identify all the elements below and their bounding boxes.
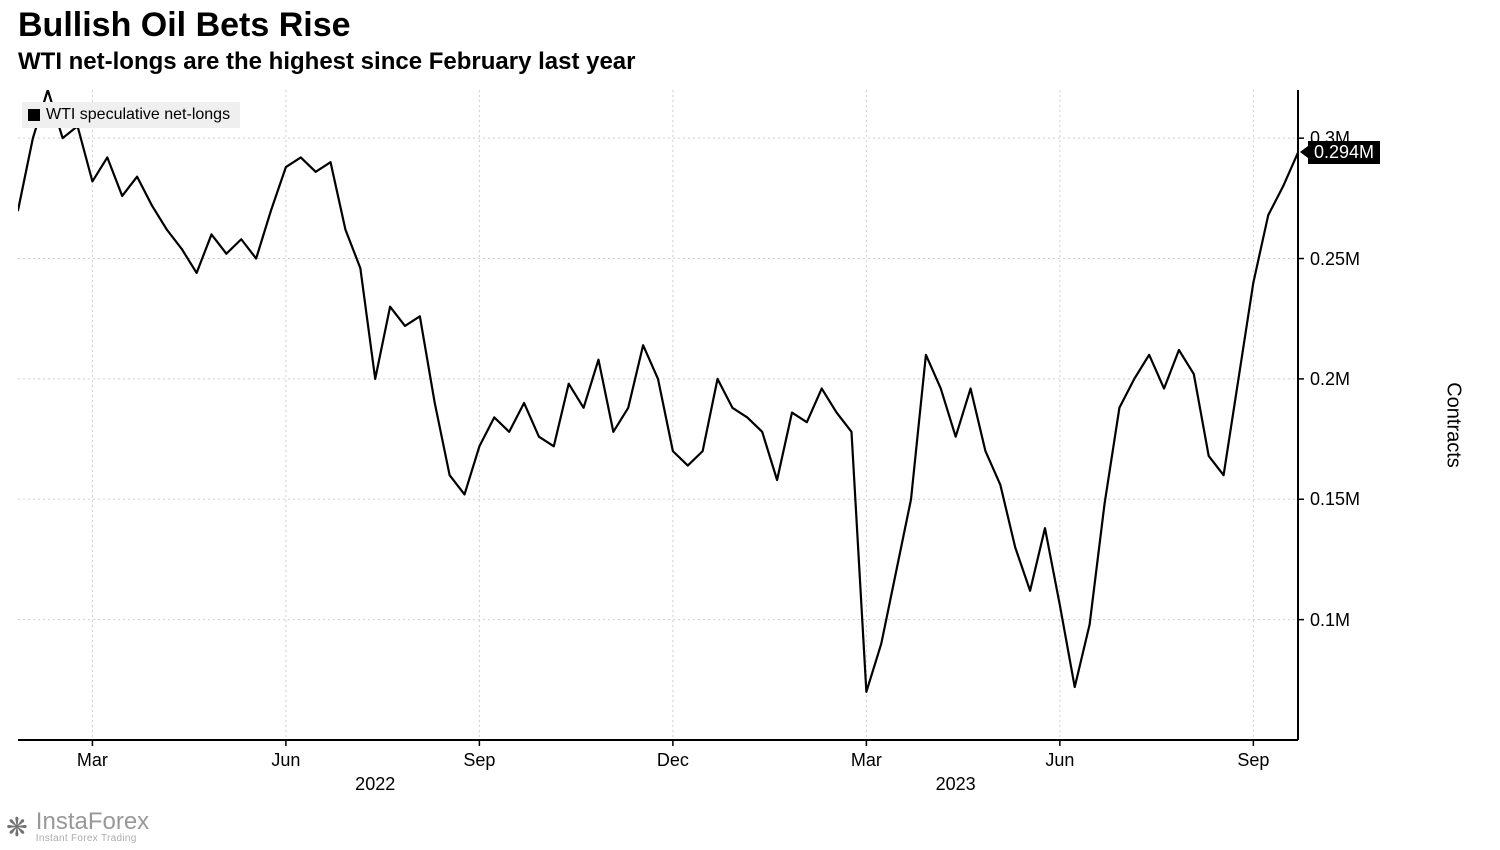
watermark: ❋ InstaForex Instant Forex Trading — [6, 810, 149, 844]
y-tick-label: 0.15M — [1310, 489, 1360, 510]
chart-title: Bullish Oil Bets Rise — [18, 6, 351, 45]
x-tick-label: Mar — [851, 750, 882, 771]
chart-container: Bullish Oil Bets Rise WTI net-longs are … — [0, 0, 1500, 850]
chart-subtitle: WTI net-longs are the highest since Febr… — [18, 48, 636, 76]
y-tick-label: 0.1M — [1310, 610, 1350, 631]
x-year-label: 2022 — [355, 774, 395, 795]
y-axis-label: Contracts — [1442, 382, 1465, 468]
x-tick-label: Mar — [77, 750, 108, 771]
chart-plot-area: WTI speculative net-longs — [18, 90, 1298, 740]
watermark-sub: Instant Forex Trading — [36, 834, 149, 844]
watermark-icon: ❋ — [6, 814, 28, 840]
x-tick-label: Jun — [271, 750, 300, 771]
legend-swatch — [28, 109, 40, 121]
x-tick-label: Dec — [657, 750, 689, 771]
chart-svg — [18, 90, 1306, 748]
x-tick-label: Jun — [1045, 750, 1074, 771]
last-value-callout: 0.294M — [1308, 141, 1380, 164]
y-tick-label: 0.25M — [1310, 249, 1360, 270]
x-tick-label: Sep — [1237, 750, 1269, 771]
x-tick-label: Sep — [463, 750, 495, 771]
watermark-brand: InstaForex — [36, 810, 149, 834]
callout-value: 0.294M — [1314, 142, 1374, 162]
legend: WTI speculative net-longs — [22, 102, 240, 128]
x-year-label: 2023 — [936, 774, 976, 795]
legend-label: WTI speculative net-longs — [46, 106, 230, 124]
y-tick-label: 0.2M — [1310, 369, 1350, 390]
